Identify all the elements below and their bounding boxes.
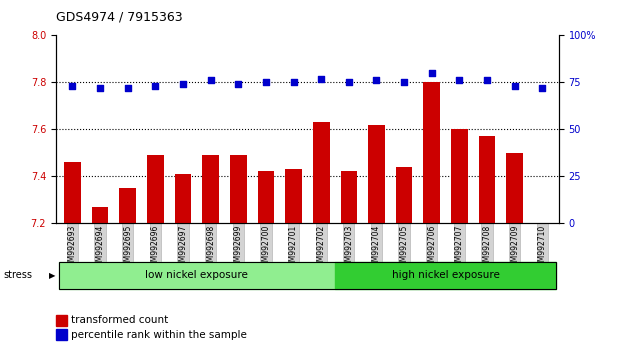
Text: percentile rank within the sample: percentile rank within the sample (71, 330, 247, 339)
Bar (175, 174, 191, 223)
Point (537, 85, 547, 91)
Bar (424, 82, 440, 223)
Bar (479, 136, 496, 223)
Bar (258, 171, 274, 223)
Bar (147, 155, 164, 223)
Bar (92, 207, 109, 223)
Point (233, 81, 243, 87)
Point (150, 83, 160, 89)
Point (123, 85, 133, 91)
Point (178, 81, 188, 87)
Bar (202, 155, 219, 223)
Bar (230, 155, 247, 223)
Point (399, 79, 409, 85)
Point (95, 85, 105, 91)
Text: high nickel exposure: high nickel exposure (392, 270, 499, 280)
Bar (340, 171, 357, 223)
Bar (313, 122, 330, 223)
Point (510, 83, 520, 89)
Bar (396, 167, 412, 223)
Text: low nickel exposure: low nickel exposure (145, 270, 248, 280)
Bar (64, 162, 81, 223)
Point (289, 79, 299, 85)
Point (68, 83, 78, 89)
Point (455, 78, 465, 83)
Point (482, 78, 492, 83)
Bar (119, 188, 136, 223)
Point (206, 78, 215, 83)
Text: GDS4974 / 7915363: GDS4974 / 7915363 (56, 11, 183, 24)
Bar (285, 169, 302, 223)
Point (371, 78, 381, 83)
Point (344, 79, 354, 85)
Point (261, 79, 271, 85)
Text: transformed count: transformed count (71, 315, 169, 325)
Point (316, 76, 326, 81)
Bar (368, 125, 385, 223)
Text: ▶: ▶ (49, 271, 55, 280)
Bar (451, 129, 468, 223)
Bar (506, 153, 523, 223)
Point (427, 70, 437, 76)
Text: stress: stress (3, 270, 32, 280)
